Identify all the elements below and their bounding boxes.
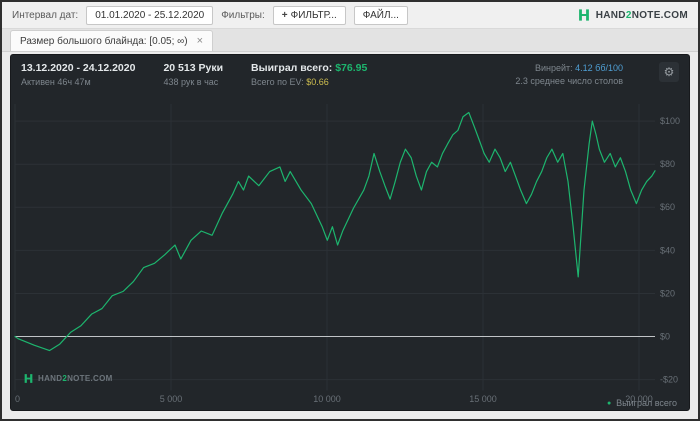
svg-text:$40: $40 — [660, 245, 675, 255]
avg-tables: 2.3 среднее число столов — [515, 76, 623, 86]
tab-label: Размер большого блайнда: [0.05; ∞) — [20, 35, 188, 47]
chart-legend[interactable]: ● Выиграл всего — [607, 398, 677, 408]
hand2note-logo-icon — [578, 9, 589, 21]
add-filter-button[interactable]: + ФИЛЬТР... — [272, 5, 346, 25]
date-interval-label: Интервал дат: — [12, 9, 79, 21]
date-range-input[interactable]: 01.01.2020 - 25.12.2020 — [86, 5, 214, 25]
file-button[interactable]: ФАЙЛ... — [353, 5, 408, 25]
svg-text:$100: $100 — [660, 116, 680, 126]
legend-dot-icon: ● — [606, 399, 612, 407]
svg-text:5 000: 5 000 — [160, 394, 183, 404]
hands-per-hour: 438 рук в час — [163, 77, 219, 87]
svg-text:0: 0 — [15, 394, 20, 404]
stat-group-winnings: Выиграл всего: $76.95 Всего по EV: $0.66 — [251, 62, 367, 87]
chart-area: 0 5 000 10 000 15 000 20 000 -$20 $0 $20 $40 $60 $… — [11, 98, 689, 410]
chart-header: 13.12.2020 - 24.12.2020 Активен 46ч 47м … — [11, 55, 689, 98]
won-total-value: $76.95 — [335, 62, 368, 74]
legend-label: Выиграл всего — [616, 398, 677, 408]
gear-icon: ⚙ — [663, 65, 675, 79]
svg-text:20 000: 20 000 — [625, 394, 653, 404]
ev-total: Всего по EV: $0.66 — [251, 77, 367, 87]
svg-text:$80: $80 — [660, 159, 675, 169]
winrate-value: 4.12 бб/100 — [575, 63, 623, 73]
stat-group-dates: 13.12.2020 - 24.12.2020 Активен 46ч 47м — [21, 62, 135, 87]
hand2note-logo-icon — [24, 374, 33, 383]
session-date-range: 13.12.2020 - 24.12.2020 — [21, 62, 136, 74]
svg-text:15 000: 15 000 — [469, 394, 497, 404]
svg-text:10 000: 10 000 — [313, 394, 341, 404]
winrate-label: Винрейт: — [534, 63, 573, 73]
hands-count: 20 513 Руки — [163, 62, 224, 74]
svg-text:-$20: -$20 — [660, 375, 678, 385]
svg-text:$20: $20 — [660, 289, 675, 299]
winrate-line: Винрейт: 4.12 бб/100 — [515, 62, 623, 75]
settings-gear-button[interactable]: ⚙ — [659, 62, 679, 82]
plus-icon: + — [281, 9, 288, 21]
svg-text:$60: $60 — [660, 202, 675, 212]
tab-close-icon[interactable]: × — [196, 35, 204, 47]
chart-panel: 13.12.2020 - 24.12.2020 Активен 46ч 47м … — [10, 54, 690, 411]
winnings-chart[interactable]: 0 5 000 10 000 15 000 20 000 -$20 $0 $20 $40 $60 $… — [11, 98, 689, 410]
add-filter-button-label: ФИЛЬТР... — [290, 9, 337, 21]
filters-label: Фильтры: — [221, 9, 265, 21]
won-total-label: Выиграл всего: — [251, 62, 333, 74]
tab-bar: Размер большого блайнда: [0.05; ∞) × — [2, 29, 698, 52]
tab-big-blind-filter[interactable]: Размер большого блайнда: [0.05; ∞) × — [10, 30, 214, 51]
brand-logo[interactable]: HAND2NOTE.COM — [577, 8, 688, 22]
won-total: Выиграл всего: $76.95 — [251, 62, 367, 74]
active-time: Активен 46ч 47м — [21, 77, 91, 87]
file-button-label: ФАЙЛ... — [362, 9, 399, 21]
ev-value: $0.66 — [306, 77, 329, 87]
watermark-text: HAND2NOTE.COM — [38, 374, 113, 383]
brand-text: HAND2NOTE.COM — [595, 9, 688, 21]
stat-group-winrate: Винрейт: 4.12 бб/100 2.3 среднее число с… — [515, 62, 623, 88]
ev-label: Всего по EV: — [251, 77, 304, 87]
topbar: Интервал дат: 01.01.2020 - 25.12.2020 Фи… — [2, 2, 698, 29]
chart-watermark: HAND2NOTE.COM — [23, 373, 113, 384]
svg-text:$0: $0 — [660, 332, 670, 342]
stat-group-hands: 20 513 Руки 438 рук в час — [163, 62, 223, 87]
